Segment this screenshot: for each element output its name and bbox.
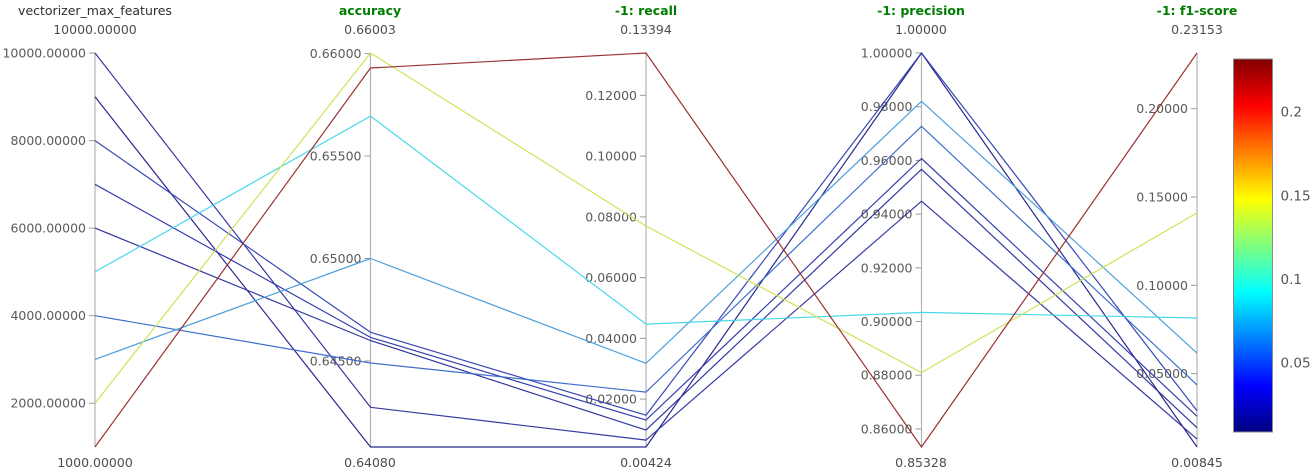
- colorbar: [1233, 58, 1273, 433]
- axis-title-accuracy: accuracy: [338, 3, 402, 18]
- axis-min-vectorizer-max-features: 1000.00000: [57, 455, 133, 470]
- axis-max-precision: 1.00000: [895, 22, 947, 37]
- tick-label: 6000.00000: [10, 221, 86, 236]
- colorbar-tick-label: 0.1: [1281, 272, 1302, 288]
- tick-label: 0.94000: [861, 207, 913, 222]
- axis-max-recall: 0.13394: [620, 22, 672, 37]
- axis-max-accuracy: 0.66003: [344, 22, 396, 37]
- tick-label: 0.08000: [585, 209, 637, 224]
- tick-label: 10000.00000: [2, 46, 86, 61]
- tick-label: 0.02000: [585, 392, 637, 407]
- tick-label: 4000.00000: [10, 308, 86, 323]
- axis-min-accuracy: 0.64080: [344, 455, 396, 470]
- tick-label: 0.98000: [861, 99, 913, 114]
- tick-label: 0.88000: [861, 368, 913, 383]
- tick-label: 0.65500: [310, 149, 362, 164]
- axis-min-f1-score: 0.00845: [1171, 455, 1223, 470]
- colorbar-tick-label: 0.15: [1281, 188, 1311, 204]
- data-line: [94, 157, 1198, 421]
- tick-label: 0.06000: [585, 270, 637, 285]
- data-line: [94, 168, 1198, 431]
- tick-label: 0.10000: [585, 149, 637, 164]
- data-line: [94, 115, 1198, 325]
- tick-label: 8000.00000: [10, 133, 86, 148]
- colorbar-tick-label: 0.05: [1281, 356, 1311, 372]
- tick-label: 0.86000: [861, 421, 913, 436]
- tick-label: 0.04000: [585, 331, 637, 346]
- axis-title-f1-score: -1: f1-score: [1156, 3, 1238, 18]
- data-line: [94, 52, 1198, 448]
- axis-title-precision: -1: precision: [877, 3, 965, 18]
- tick-label: 0.10000: [1136, 278, 1188, 293]
- tick-label: 0.12000: [585, 88, 637, 103]
- axis-min-precision: 0.85328: [895, 455, 947, 470]
- data-line: [94, 52, 1198, 441]
- tick-label: 2000.00000: [10, 396, 86, 411]
- axis-title-recall: -1: recall: [614, 3, 678, 18]
- axis-title-vectorizer-max-features: vectorizer_max_features: [18, 3, 172, 18]
- tick-label: 1.00000: [861, 46, 913, 61]
- tick-label: 0.05000: [1136, 366, 1188, 381]
- axis-min-recall: 0.00424: [620, 455, 672, 470]
- data-line: [94, 52, 1198, 404]
- tick-label: 0.65000: [310, 251, 362, 266]
- tick-label: 0.15000: [1136, 189, 1188, 204]
- colorbar-tick-label: 0.2: [1281, 105, 1302, 121]
- data-line: [94, 100, 1198, 364]
- data-line: [94, 125, 1198, 393]
- data-line: [94, 52, 1198, 416]
- tick-label: 0.20000: [1136, 101, 1188, 116]
- tick-label: 0.92000: [861, 260, 913, 275]
- axis-max-f1-score: 0.23153: [1171, 22, 1223, 37]
- axis-max-vectorizer-max-features: 10000.00000: [53, 22, 137, 37]
- tick-label: 0.66000: [310, 46, 362, 61]
- data-line: [94, 52, 1198, 448]
- tick-label: 0.64500: [310, 353, 362, 368]
- tick-label: 0.90000: [861, 314, 913, 329]
